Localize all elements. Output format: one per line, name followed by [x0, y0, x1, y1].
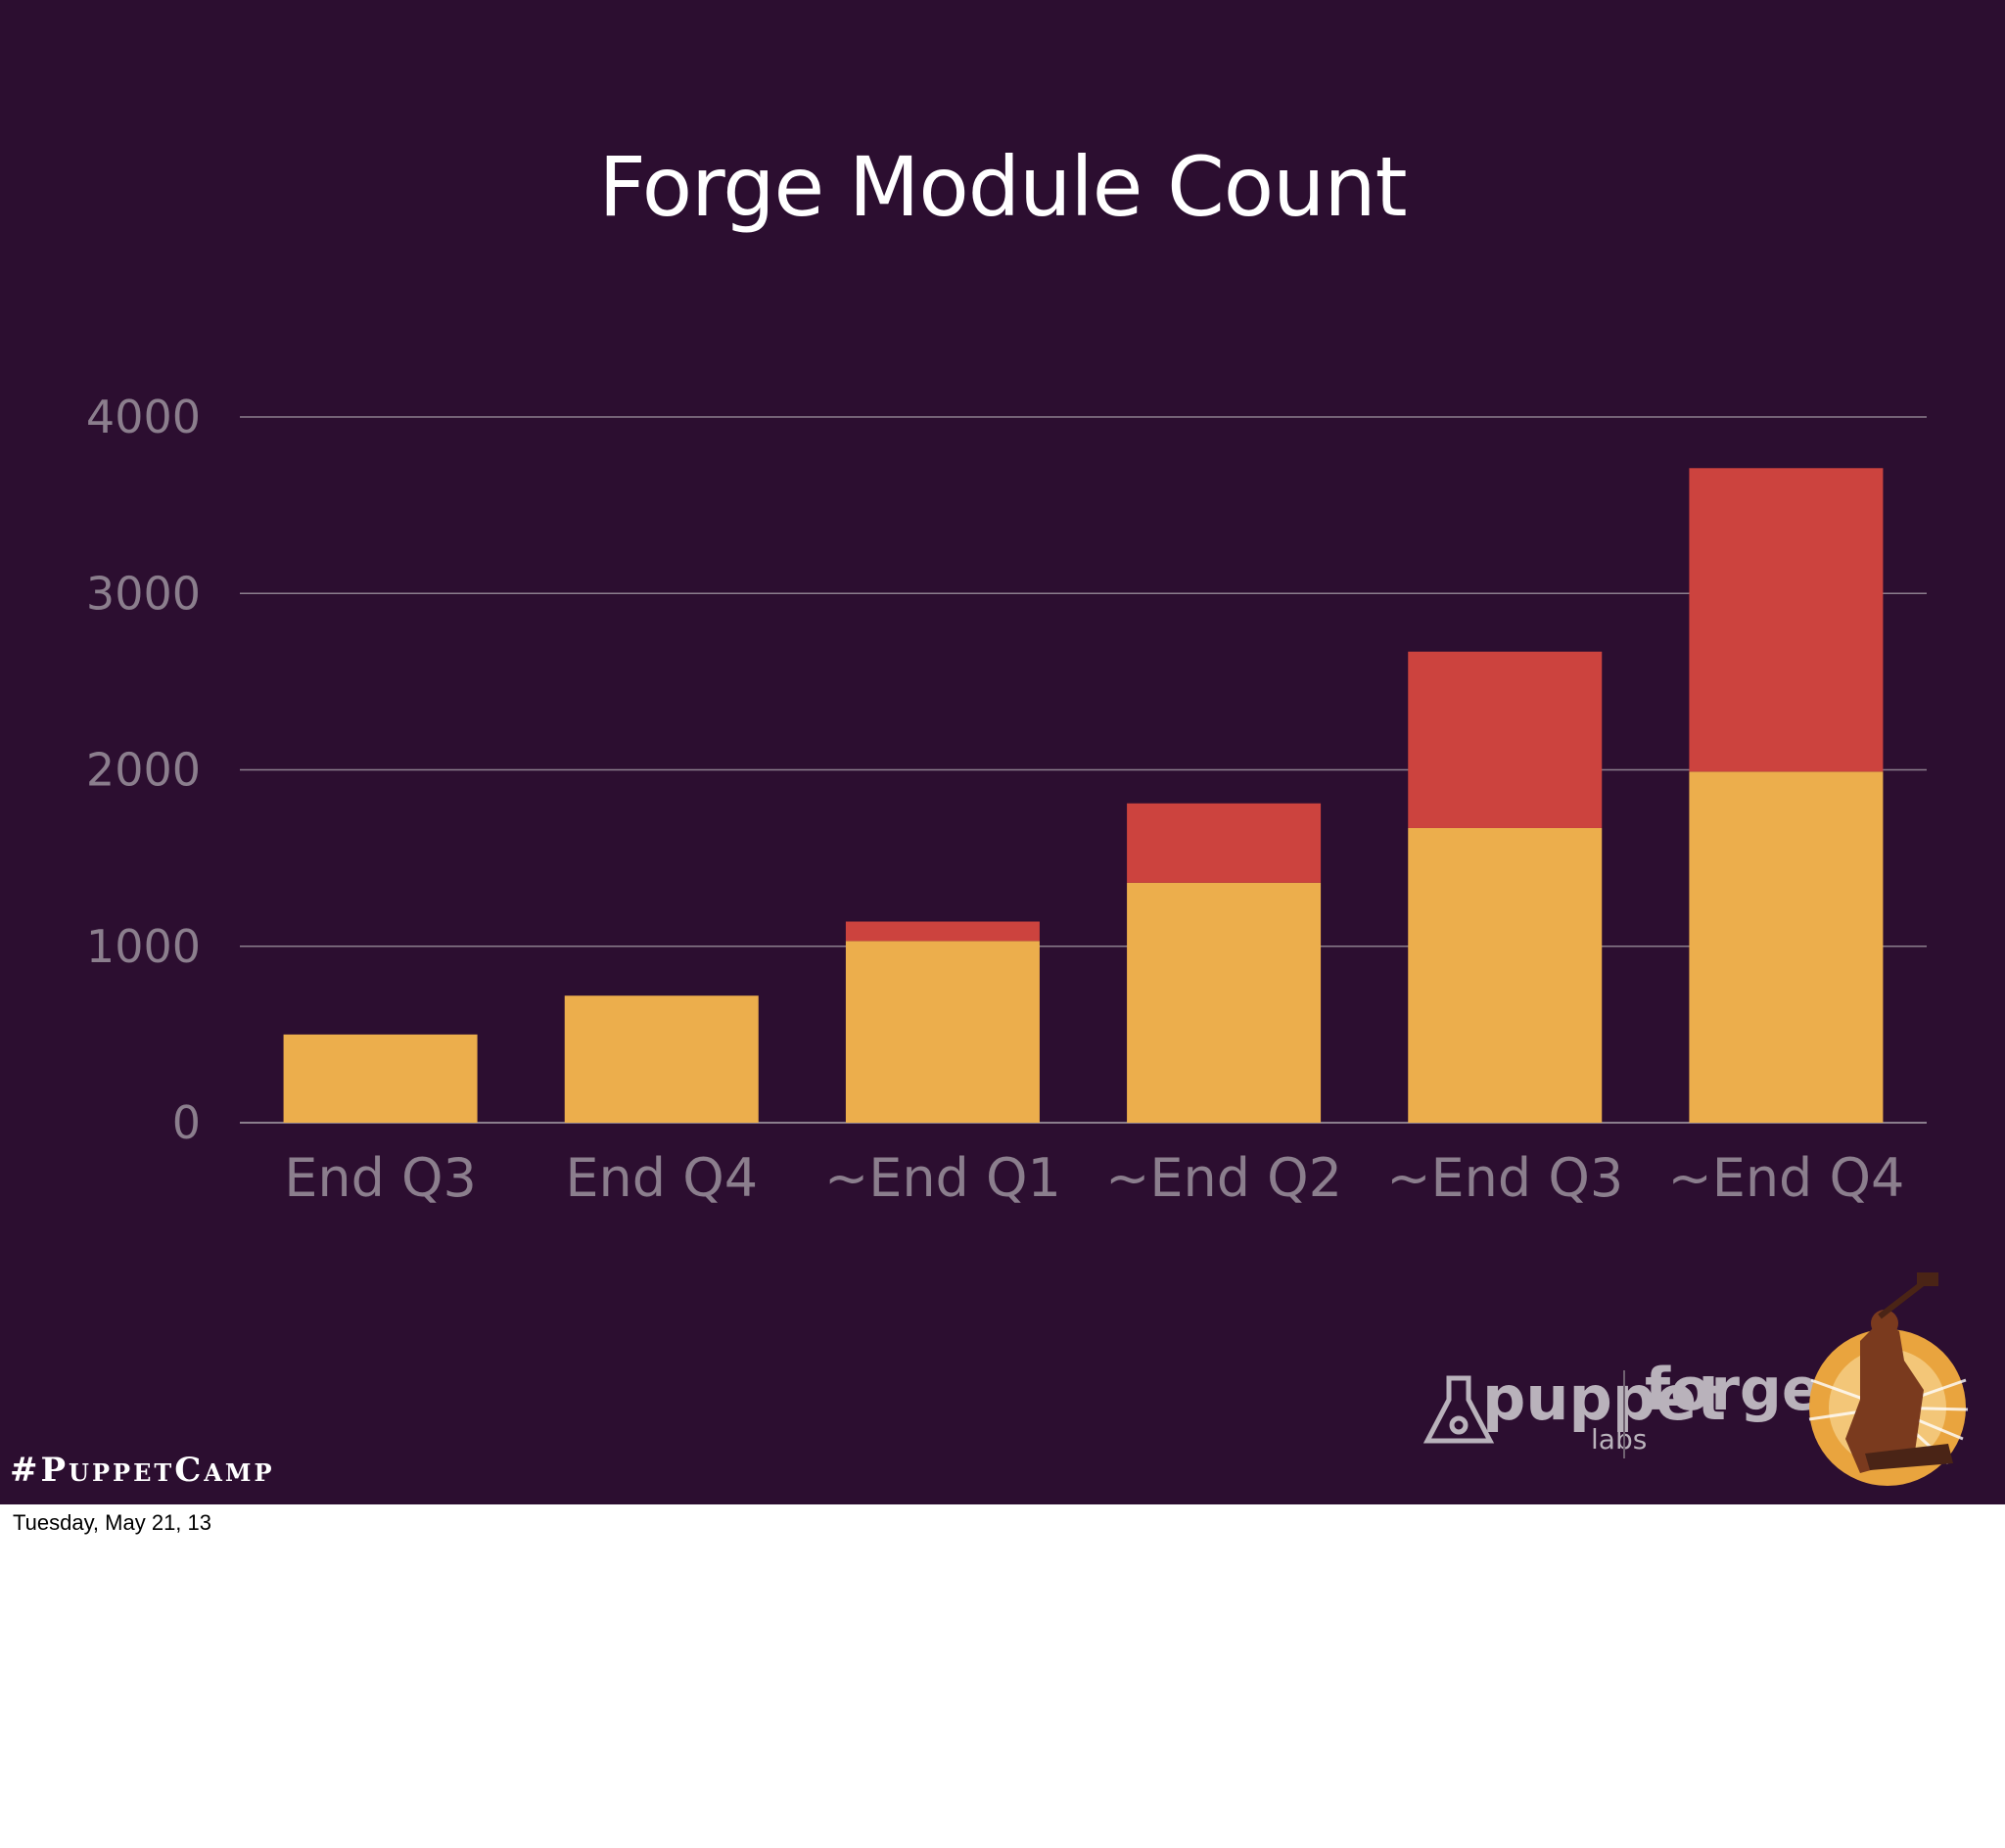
y-tick-labels: 0 1000 2000 3000 4000	[86, 391, 201, 1149]
y-tick-label: 3000	[86, 567, 201, 620]
bar-segment-base-5	[1689, 771, 1884, 1123]
bars	[283, 468, 1884, 1123]
x-category-label: End Q3	[284, 1147, 477, 1209]
x-category-label: ~End Q1	[824, 1147, 1061, 1209]
y-tick-label: 2000	[86, 744, 201, 797]
y-tick-label: 0	[172, 1096, 201, 1149]
x-category-label: End Q4	[565, 1147, 758, 1209]
blacksmith-emblem-icon	[1808, 1272, 1969, 1486]
bar-segment-base-4	[1408, 827, 1603, 1123]
bar-segment-base-0	[283, 1034, 478, 1123]
gridlines	[240, 416, 1927, 1124]
logo-brand-sub: labs	[1591, 1423, 1647, 1455]
bar-segment-top-4	[1408, 651, 1603, 828]
puppet-labs-forge-logo: puppet labs forge	[1351, 1263, 1987, 1488]
bar-segment-top-2	[845, 921, 1040, 942]
logo-product-text: forge	[1645, 1356, 1822, 1424]
bar-segment-top-3	[1127, 803, 1322, 883]
hashtag: #PuppetCamp	[10, 1451, 275, 1490]
chart-title: Forge Module Count	[598, 139, 1407, 235]
bar-segment-base-1	[564, 995, 759, 1123]
bar-segment-base-3	[1127, 882, 1322, 1123]
bar-chart: 0 1000 2000 3000 4000 End Q3 End Q4 ~End Q1 ~En…	[86, 391, 1927, 1209]
footer-date: Tuesday, May 21, 13	[13, 1510, 211, 1535]
bar-segment-base-2	[845, 941, 1040, 1123]
x-category-labels: End Q3 End Q4 ~End Q1 ~End Q2 ~End Q3 ~End Q4	[284, 1147, 1904, 1209]
x-category-label: ~End Q3	[1386, 1147, 1623, 1209]
x-category-label: ~End Q2	[1105, 1147, 1342, 1209]
slide: Forge Module Count 0 1000 2000 3000 4000 End…	[0, 0, 2005, 1504]
x-category-label: ~End Q4	[1667, 1147, 1904, 1209]
logo-brand-text: puppet	[1482, 1363, 1726, 1434]
y-tick-label: 1000	[86, 920, 201, 973]
y-tick-label: 4000	[86, 391, 201, 443]
bar-segment-top-5	[1689, 468, 1884, 772]
flask-icon	[1422, 1375, 1495, 1444]
